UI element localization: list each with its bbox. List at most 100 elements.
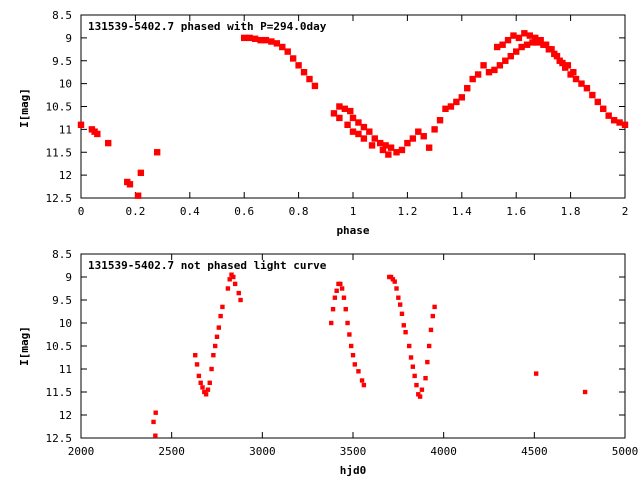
data-point [407,343,412,349]
data-point [526,32,533,39]
data-point [532,34,539,42]
data-point [390,277,396,282]
data-point [415,128,422,135]
data-point [77,121,85,128]
data-point [621,121,629,128]
data-point [205,387,211,392]
data-point [330,110,338,117]
data-point [420,133,427,140]
data-point [559,59,566,67]
data-point [329,320,334,326]
data-point [200,385,205,390]
data-point [385,151,392,158]
data-point [153,149,161,156]
data-point [542,41,550,48]
data-point [453,98,460,106]
data-point [227,277,232,282]
data-point [360,123,368,131]
data-point [564,62,572,69]
data-point [360,135,368,142]
y-tick-label: 8.5 [52,9,72,22]
data-point [134,192,142,199]
x-axis-label: hjd0 [340,464,367,477]
data-point [442,105,449,112]
data-point [300,68,308,76]
data-point [231,274,236,280]
data-point [485,68,493,76]
data-point [202,389,207,395]
data-point [431,126,438,133]
data-point [496,62,504,69]
data-point [371,135,378,142]
data-point [572,75,580,83]
data-point [94,130,101,138]
data-point [382,142,389,149]
data-point [216,325,222,330]
data-point [347,332,352,337]
data-point [502,57,509,64]
data-point [436,117,444,124]
data-point [401,323,406,328]
data-point [392,279,397,284]
data-point [246,34,253,42]
data-point [268,38,275,45]
data-point [416,392,421,397]
data-point [348,343,354,349]
data-point [523,41,531,48]
data-point [339,286,345,291]
data-point [529,39,536,46]
data-point [349,114,357,122]
x-tick-label: 3000 [249,445,276,458]
data-point [537,36,544,44]
data-point [338,281,343,287]
data-point [336,114,343,122]
data-point [220,304,225,310]
data-point [356,369,361,374]
x-tick-label: 0.6 [234,205,254,218]
data-point [334,288,339,293]
data-point [262,36,270,44]
x-tick-label: 0.4 [180,205,200,218]
data-point [350,353,356,358]
data-point [343,307,348,312]
y-tick-label: 10.5 [46,340,73,353]
y-tick-label: 10 [59,317,72,330]
data-point [469,75,476,83]
data-point [430,313,435,319]
data-point [209,366,214,372]
data-point [570,68,577,76]
data-point [238,297,243,303]
y-tick-label: 11 [59,363,72,376]
unphased-light-curve-panel: 2000 2500 3000 3500 4000 4500 5000 8.5 9 9.5 10 10.… [18,248,638,477]
data-point [151,419,156,425]
data-point [414,382,419,388]
data-point [594,98,601,106]
data-point [345,320,350,326]
y-tick-label: 12 [59,169,72,182]
x-tick-label: 2 [622,205,629,218]
data-point [515,34,523,42]
data-point [366,128,373,135]
y-tick-label: 11.5 [46,146,73,159]
data-point [464,85,471,92]
data-point [341,295,347,300]
data-point [368,142,376,149]
data-point [397,302,403,307]
y-axis-label: I[mag] [18,88,31,128]
data-point [394,286,399,291]
data-point [289,55,297,62]
data-point [306,75,313,83]
data-point [355,130,362,138]
data-point [232,281,238,287]
x-tick-label: 5000 [612,445,639,458]
data-point [610,117,618,124]
data-point [387,144,395,151]
data-point [105,139,112,147]
data-point [126,181,134,188]
data-point [393,149,400,156]
chart-title: 131539-5402.7 phased with P=294.0day [88,20,327,33]
data-point [153,410,158,415]
chart-title: 131539-5402.7 not phased light curve [88,259,327,272]
y-tick-label: 9.5 [52,55,72,68]
x-tick-label: 0 [78,205,85,218]
